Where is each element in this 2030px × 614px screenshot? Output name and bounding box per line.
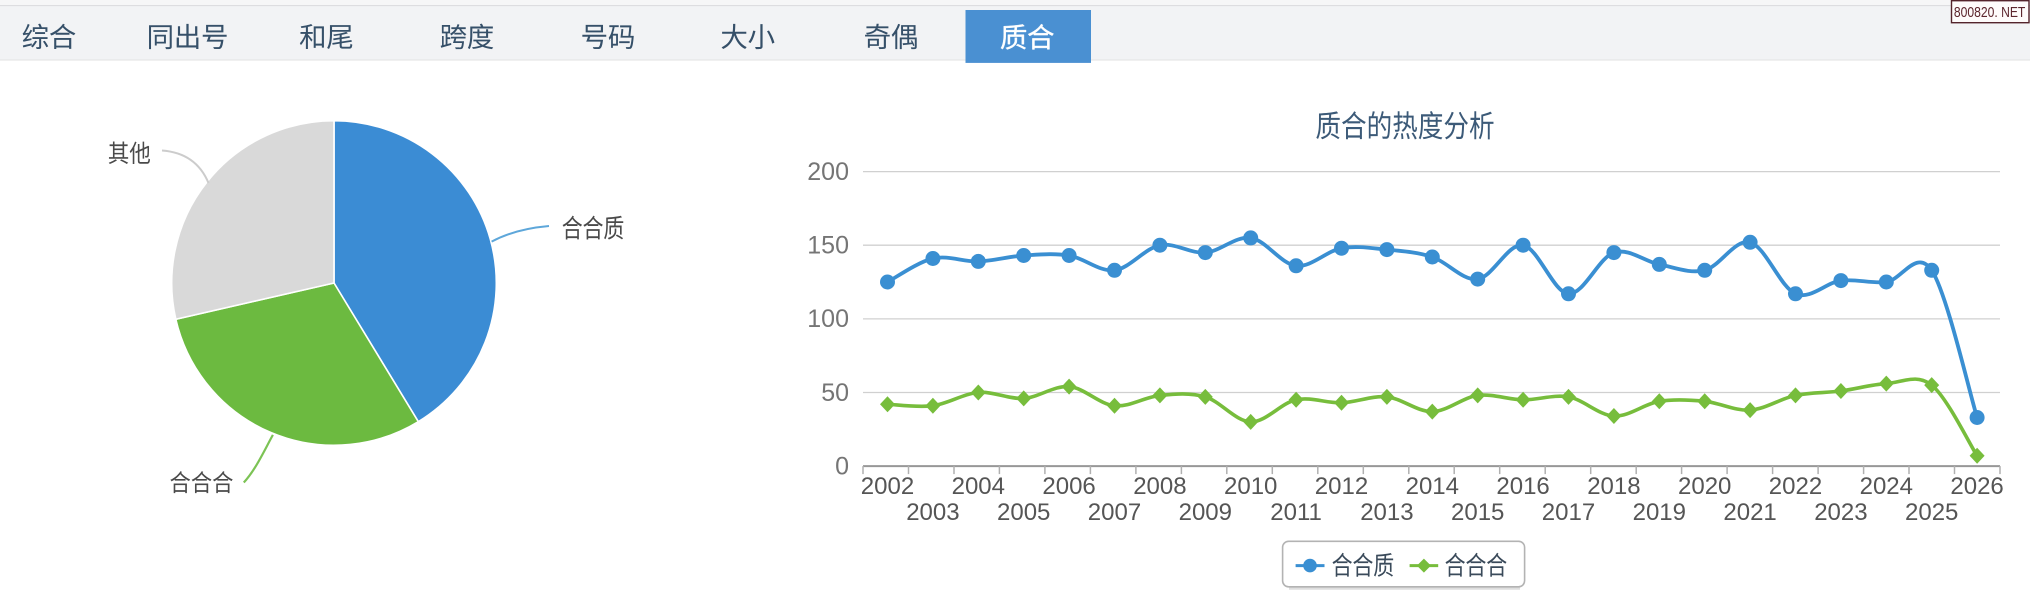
- svg-text:2026: 2026: [1950, 473, 2003, 500]
- svg-text:2005: 2005: [997, 499, 1050, 526]
- svg-text:2008: 2008: [1133, 473, 1186, 500]
- svg-text:100: 100: [807, 305, 849, 333]
- svg-text:2022: 2022: [1769, 473, 1822, 500]
- svg-text:50: 50: [821, 379, 849, 407]
- svg-text:2012: 2012: [1315, 473, 1368, 500]
- svg-text:0: 0: [835, 452, 849, 480]
- svg-text:2016: 2016: [1496, 473, 1549, 500]
- svg-text:2020: 2020: [1678, 473, 1731, 500]
- svg-text:2013: 2013: [1360, 499, 1413, 526]
- svg-text:2004: 2004: [952, 473, 1005, 500]
- svg-text:2017: 2017: [1542, 499, 1595, 526]
- svg-text:2023: 2023: [1814, 499, 1867, 526]
- svg-text:2003: 2003: [906, 499, 959, 526]
- svg-text:200: 200: [807, 158, 849, 186]
- svg-text:800820. NET: 800820. NET: [1954, 4, 2026, 20]
- svg-text:2010: 2010: [1224, 473, 1277, 500]
- svg-text:2002: 2002: [861, 473, 914, 500]
- svg-text:2019: 2019: [1633, 499, 1686, 526]
- svg-text:2018: 2018: [1587, 473, 1640, 500]
- svg-text:2007: 2007: [1088, 499, 1141, 526]
- svg-text:150: 150: [807, 232, 849, 260]
- svg-text:2015: 2015: [1451, 499, 1504, 526]
- svg-text:2006: 2006: [1042, 473, 1095, 500]
- svg-text:2021: 2021: [1723, 499, 1776, 526]
- svg-text:2014: 2014: [1406, 473, 1459, 500]
- svg-text:2011: 2011: [1270, 499, 1322, 526]
- svg-text:2009: 2009: [1179, 499, 1232, 526]
- svg-text:2024: 2024: [1860, 473, 1913, 500]
- svg-text:2025: 2025: [1905, 499, 1958, 526]
